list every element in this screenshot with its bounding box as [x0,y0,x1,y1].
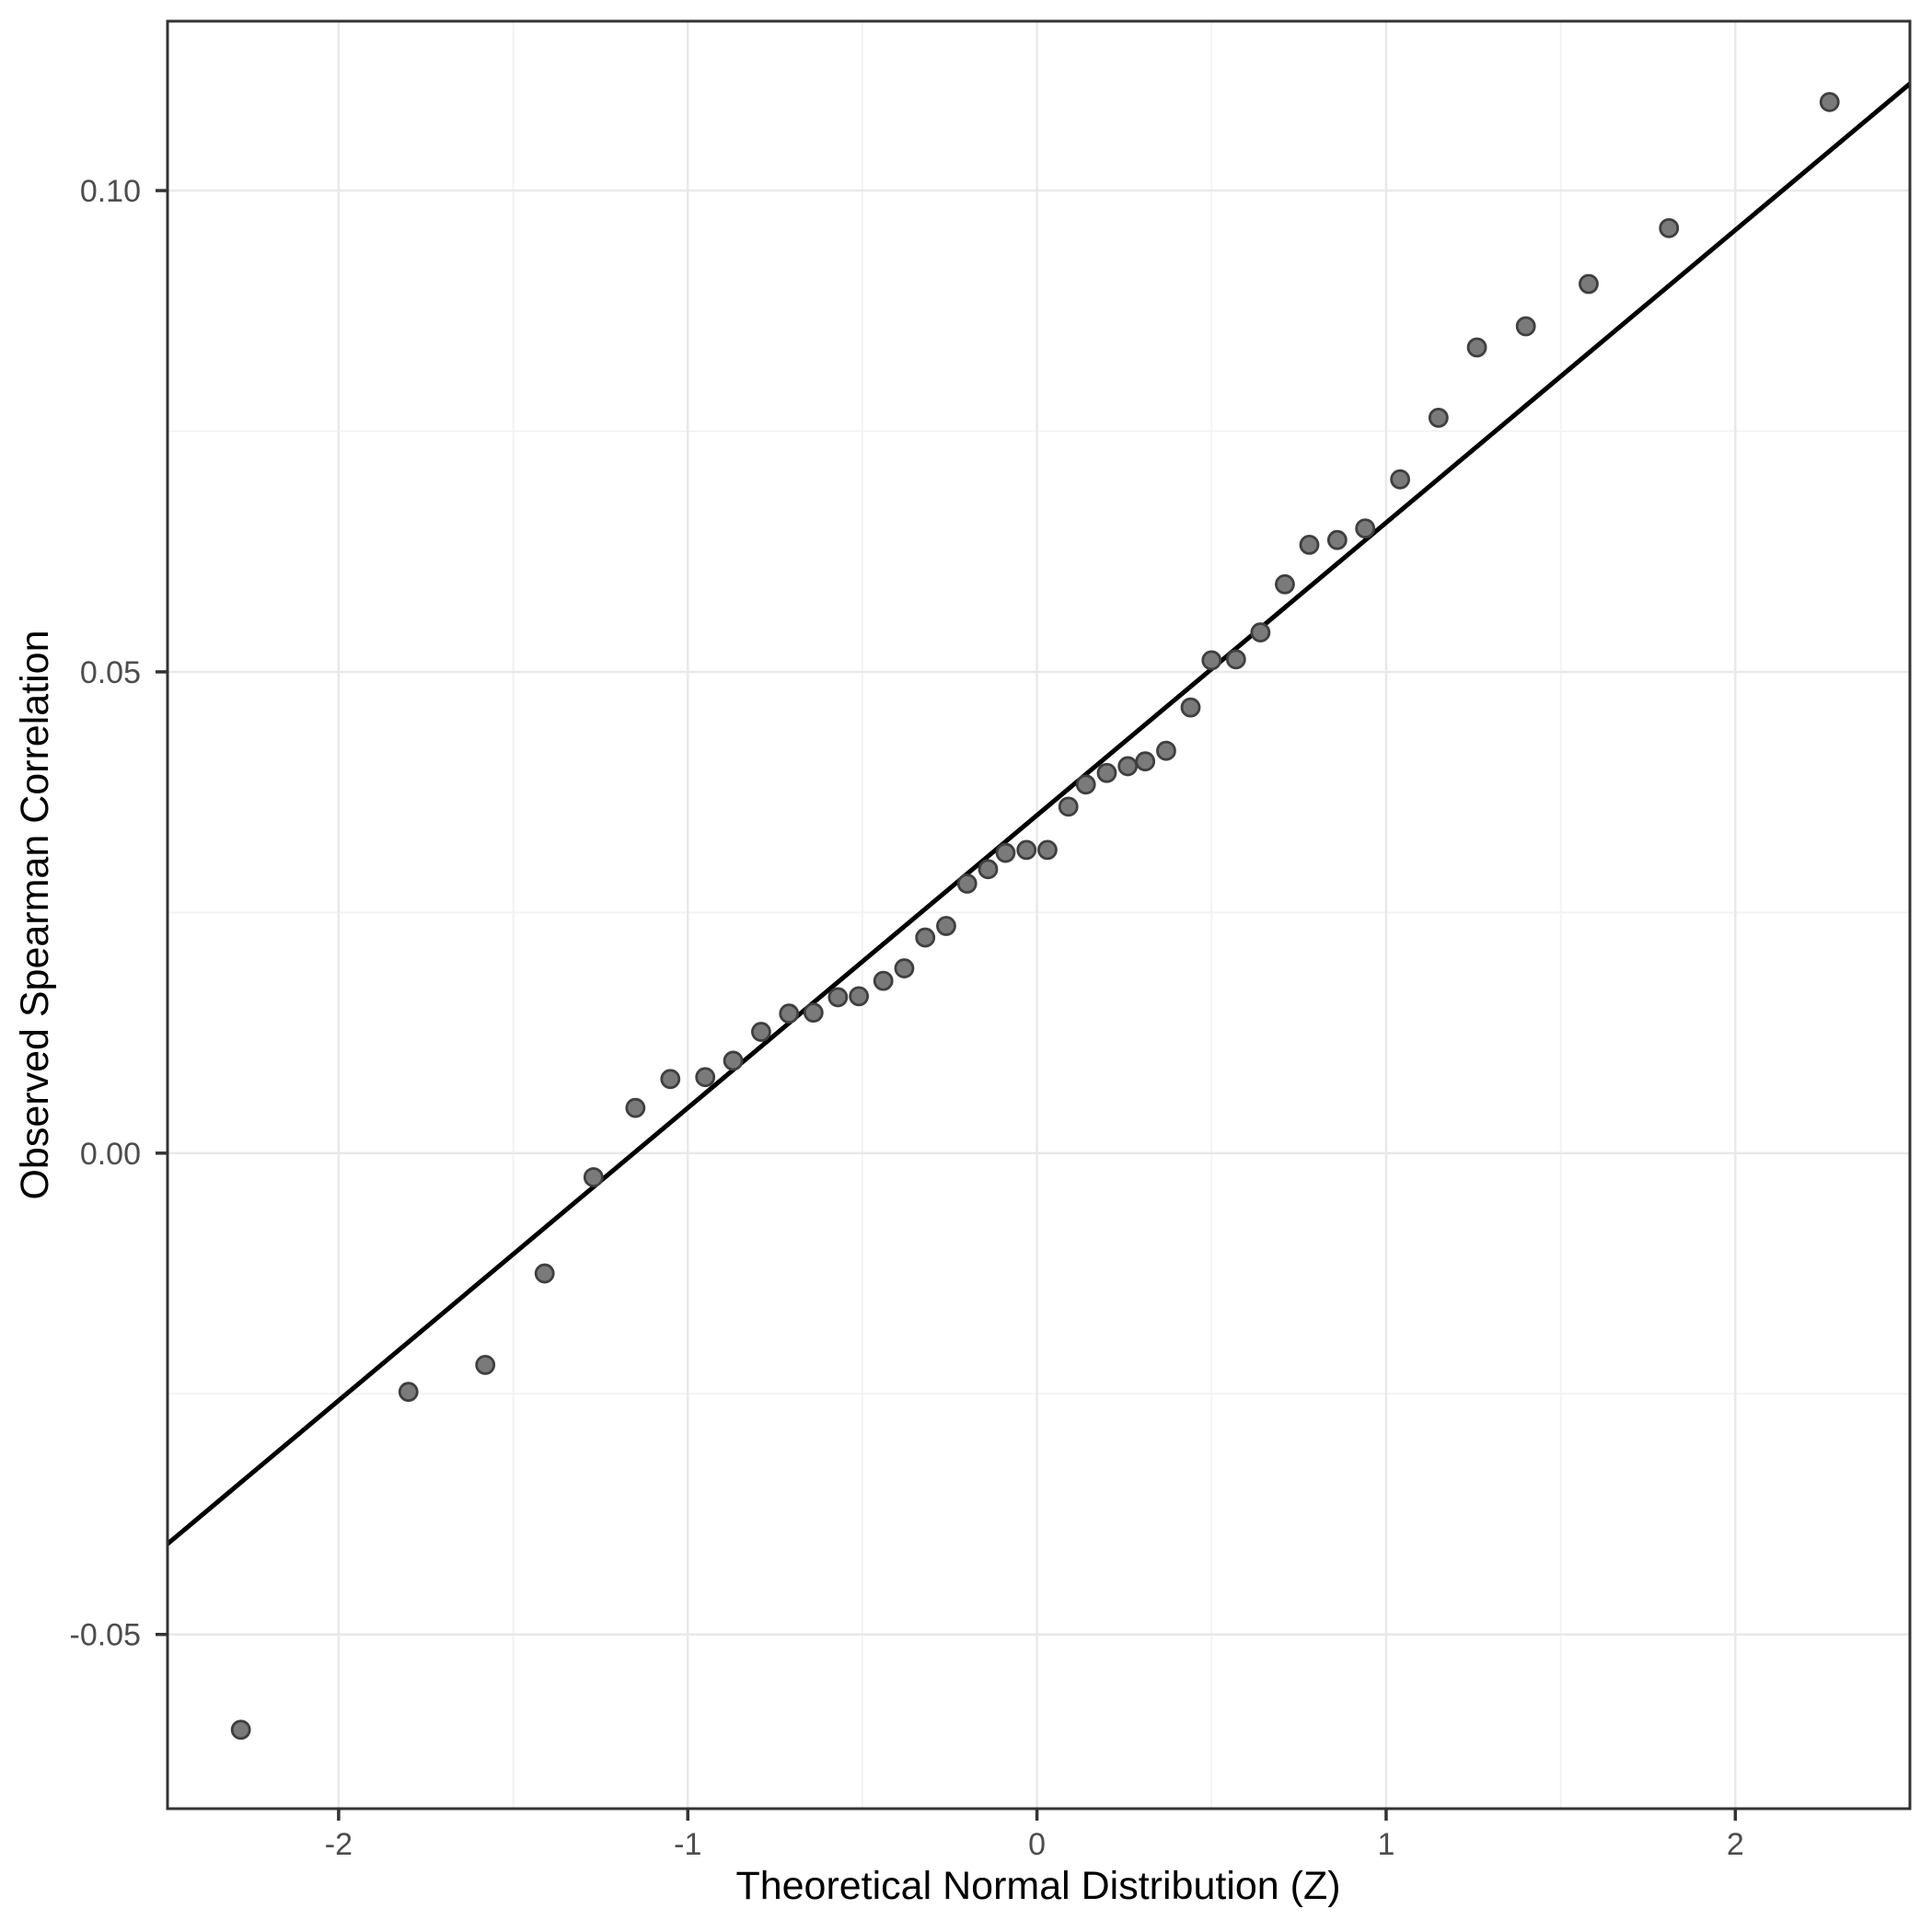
data-point [583,1167,604,1187]
data-point [1659,217,1680,238]
data-point [936,916,956,936]
data-point [1096,762,1117,783]
data-point [1250,622,1271,642]
y-axis-tick-labels: -0.05 0.00 0.05 0.10 [70,174,142,1653]
minor-gridlines [168,21,1910,1809]
data-point [1466,337,1487,358]
x-tick-label: 1 [1378,1827,1395,1862]
data-point [1135,751,1156,772]
y-tick-label: 0.10 [80,174,141,209]
y-axis-title: Observed Spearman Correlation [13,630,57,1199]
data-point [873,970,894,991]
scatter-points [230,91,1840,1741]
data-point [915,927,936,948]
data-point [1117,756,1139,777]
data-point [1515,316,1536,337]
data-point [779,1003,800,1024]
data-point [475,1354,496,1375]
data-point [1326,529,1348,550]
data-point [625,1097,646,1118]
y-tick-label: 0.05 [80,655,141,690]
data-point [1201,650,1222,671]
x-tick-label: -2 [325,1827,353,1862]
data-point [995,842,1016,863]
data-point [1225,649,1246,670]
major-gridlines [168,21,1910,1809]
data-point [1037,839,1058,861]
data-point [1180,697,1201,718]
data-point [1299,535,1320,555]
data-point [1428,407,1449,428]
x-tick-label: -1 [674,1827,701,1862]
y-tick-label: -0.05 [70,1618,142,1653]
data-point [894,958,915,978]
y-tick-label: 0.00 [80,1137,141,1172]
qq-reference-line [166,82,1912,1546]
data-point [1156,740,1176,761]
data-point [1579,273,1599,295]
data-point [398,1382,419,1403]
data-point [1819,91,1840,112]
x-axis-tick-marks [337,1809,1738,1821]
data-point [1390,469,1411,490]
data-point [1355,518,1376,539]
data-point [1058,796,1079,817]
x-axis-title: Theoretical Normal Distribution (Z) [735,1864,1340,1908]
data-point [956,873,978,894]
plot-panel-border [166,19,1912,1811]
data-point [978,859,999,880]
data-point [660,1069,681,1090]
x-tick-label: 0 [1028,1827,1046,1862]
data-point [534,1263,555,1284]
plot-panel-background [168,21,1910,1809]
data-point [695,1067,716,1088]
x-axis-tick-labels: -2 -1 0 1 2 [325,1827,1744,1862]
data-point [230,1719,251,1741]
data-point [751,1022,771,1042]
data-point [1275,573,1295,595]
data-point [1075,774,1096,795]
data-point [1016,839,1037,861]
data-point [827,987,849,1008]
data-point [849,986,870,1007]
x-tick-label: 2 [1727,1827,1744,1862]
y-axis-tick-marks [156,189,168,1637]
data-point [803,1002,824,1024]
data-point [723,1050,744,1071]
